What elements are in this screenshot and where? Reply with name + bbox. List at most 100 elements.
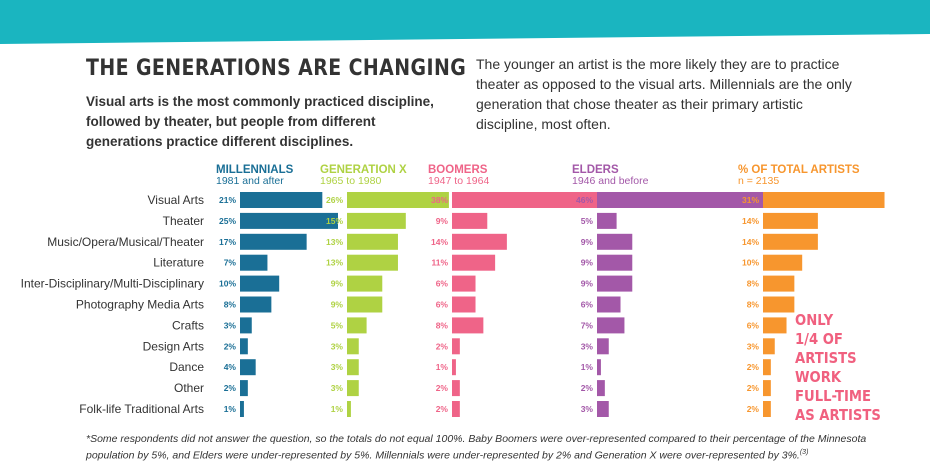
bar (347, 212, 406, 229)
bar (597, 359, 601, 376)
data-label: 2% (436, 404, 449, 414)
page-title: THE GENERATIONS ARE CHANGING (86, 56, 467, 81)
data-label: 17% (219, 237, 236, 247)
bar (763, 317, 787, 334)
bar (597, 317, 625, 334)
bar (763, 296, 795, 313)
bar (452, 275, 476, 292)
data-label: 14% (431, 237, 448, 247)
data-label: 5% (581, 216, 594, 226)
intro-text: The younger an artist is the more likely… (476, 56, 852, 132)
bar (240, 275, 280, 292)
bar (763, 401, 771, 417)
bar (240, 254, 268, 271)
data-label: 14% (742, 237, 759, 247)
bar (240, 296, 272, 313)
bar (597, 275, 633, 292)
bar (452, 192, 601, 208)
data-label: 3% (581, 341, 594, 351)
data-label: 8% (224, 300, 237, 310)
bar (597, 254, 633, 271)
bar (597, 296, 621, 313)
callout-line: AS ARTISTS (795, 406, 881, 424)
header-band-shape (0, 0, 930, 44)
bar (452, 317, 484, 334)
series-header: MILLENNIALS (216, 164, 294, 176)
bar (597, 338, 609, 355)
bar (452, 296, 476, 313)
data-label: 6% (436, 300, 449, 310)
category-label: Visual Arts (148, 193, 204, 207)
data-label: 7% (224, 258, 237, 268)
bar (452, 338, 460, 355)
data-label: 4% (224, 362, 237, 372)
bar (347, 359, 359, 376)
data-label: 10% (742, 258, 759, 268)
category-label: Music/Opera/Musical/Theater (47, 235, 204, 249)
data-label: 15% (326, 216, 343, 226)
category-label: Theater (163, 214, 204, 228)
data-label: 1% (331, 404, 344, 414)
bar (452, 233, 507, 250)
bar (597, 192, 778, 208)
data-label: 9% (331, 279, 344, 289)
data-label: 6% (747, 320, 760, 330)
bar (240, 317, 252, 334)
series-header: GENERATION X (320, 164, 407, 176)
bar (763, 380, 771, 397)
generations-bar-chart: Visual Arts Theater Music/Opera/Musical/Th… (21, 164, 885, 417)
bar (347, 192, 449, 208)
data-label: 6% (436, 279, 449, 289)
data-label: 6% (581, 300, 594, 310)
bar (763, 212, 818, 229)
data-label: 11% (431, 258, 448, 268)
header-band (0, 0, 930, 46)
bar (452, 380, 460, 397)
series-subheader: 1981 and after (216, 175, 284, 187)
data-label: 8% (747, 279, 760, 289)
bar (347, 296, 383, 313)
series-subheader: 1947 to 1964 (428, 175, 489, 187)
data-label: 2% (747, 383, 760, 393)
bar (597, 212, 617, 229)
data-label: 10% (219, 279, 236, 289)
bar (240, 338, 248, 355)
data-label: 9% (581, 237, 594, 247)
category-label: Crafts (172, 318, 204, 332)
bar (763, 192, 885, 208)
data-label: 3% (581, 404, 594, 414)
data-label: 2% (224, 383, 237, 393)
bar (763, 275, 795, 292)
data-label: 14% (742, 216, 759, 226)
data-label: 1% (224, 404, 237, 414)
data-label: 1% (436, 362, 449, 372)
bar (597, 380, 605, 397)
bar (763, 338, 775, 355)
bar (452, 254, 496, 271)
category-label: Literature (153, 256, 204, 270)
page-subtitle: Visual arts is the most commonly practic… (86, 94, 434, 149)
callout-line: ONLY (795, 311, 834, 329)
callout-line: WORK (795, 368, 842, 386)
data-label: 3% (224, 320, 237, 330)
bar (597, 401, 609, 417)
data-label: 9% (581, 258, 594, 268)
data-label: 2% (747, 362, 760, 372)
data-label: 38% (431, 195, 448, 205)
data-label: 5% (331, 320, 344, 330)
series-subheader: 1965 to 1980 (320, 175, 381, 187)
bar (347, 254, 398, 271)
data-label: 3% (331, 362, 344, 372)
bar (240, 233, 307, 250)
bar (452, 401, 460, 417)
series-header: ELDERS (572, 164, 619, 176)
bar (240, 359, 256, 376)
data-label: 3% (331, 341, 344, 351)
data-label: 8% (747, 300, 760, 310)
bar (763, 359, 771, 376)
data-label: 1% (581, 362, 594, 372)
series-subheader: 1946 and before (572, 175, 649, 187)
bar (347, 317, 367, 334)
bar (240, 212, 338, 229)
data-label: 13% (326, 237, 343, 247)
